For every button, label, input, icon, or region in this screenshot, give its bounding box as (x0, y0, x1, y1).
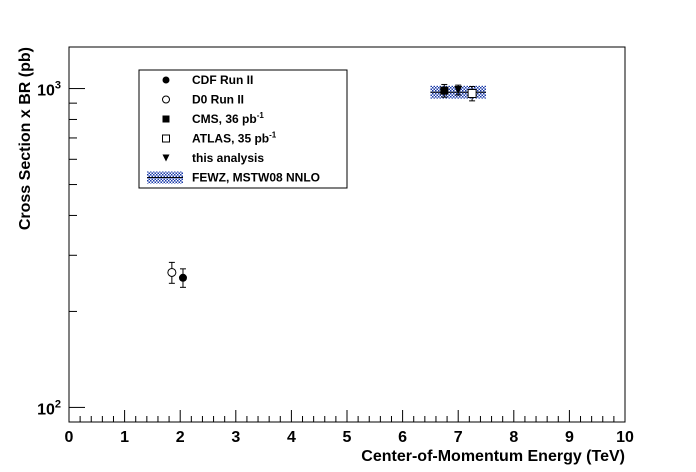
data-point (178, 273, 187, 282)
data-point (167, 267, 177, 277)
legend-label: CMS, 36 pb-1 (192, 111, 264, 126)
x-tick-label: 9 (565, 429, 574, 446)
legend-label: CDF Run II (192, 73, 253, 87)
legend-box (138, 69, 348, 189)
legend-marker (162, 76, 170, 84)
x-tick-label: 6 (398, 429, 407, 446)
legend-marker (162, 95, 170, 104)
legend-marker (162, 134, 170, 143)
data-point (467, 88, 477, 98)
data-point (440, 86, 449, 95)
data-point (454, 85, 463, 94)
legend-marker (162, 154, 170, 162)
legend-label: this analysis (192, 151, 264, 165)
x-tick-label: 1 (120, 429, 129, 446)
x-axis-title: Center-of-Momentum Energy (TeV) (361, 448, 625, 465)
x-tick-label: 10 (616, 429, 634, 446)
legend: CDF Run II D0 Run II CMS, 36 pb-1 ATLAS, 35… (147, 73, 320, 185)
x-tick-label: 3 (231, 429, 240, 446)
x-tick-label: 7 (454, 429, 463, 446)
x-tick-label: 8 (509, 429, 518, 446)
legend-label: FEWZ, MSTW08 NNLO (192, 171, 320, 185)
legend-label: D0 Run II (192, 93, 244, 107)
legend-label: ATLAS, 35 pb-1 (192, 131, 277, 146)
legend-marker (162, 115, 170, 123)
y-tick-label: 103 (37, 80, 61, 100)
points-layer (167, 83, 477, 288)
axes: 0 1 2 3 4 5 6 7 8 9 10 102 103 (37, 80, 634, 446)
y-axis-title: Cross Section x BR (pb) (17, 47, 34, 230)
x-tick-label: 5 (343, 429, 352, 446)
x-tick-label: 2 (176, 429, 185, 446)
y-tick-label: 102 (37, 398, 61, 418)
x-tick-label: 4 (287, 429, 296, 446)
x-tick-label: 0 (65, 429, 74, 446)
